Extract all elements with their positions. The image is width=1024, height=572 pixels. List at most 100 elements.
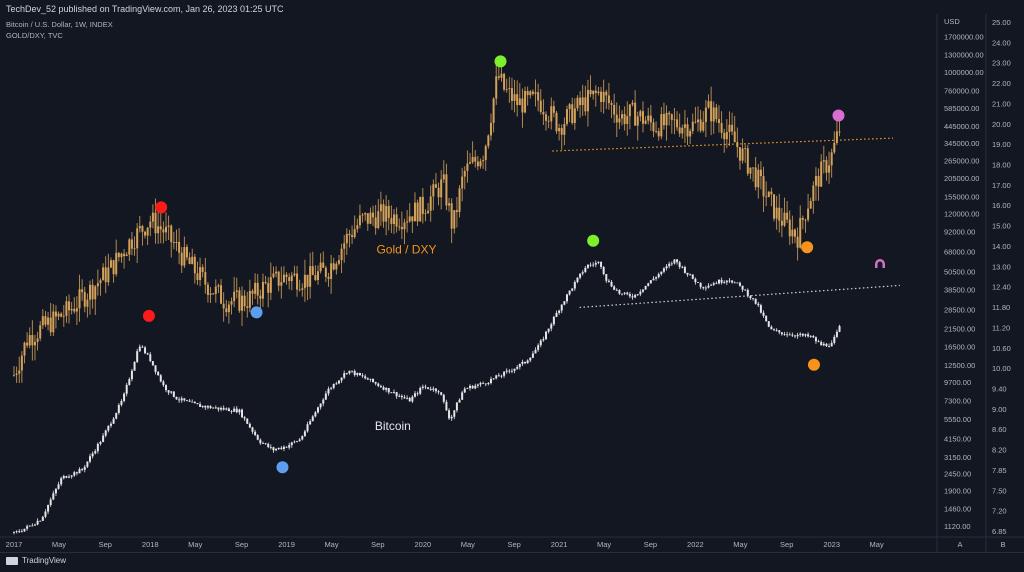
bitcoin-candle [246, 418, 249, 424]
gold-dxy-candle [791, 229, 794, 237]
gold-dxy-candle [36, 338, 39, 342]
gold-dxy-candle [285, 274, 288, 278]
gold-dxy-candle [793, 229, 796, 237]
bitcoin-candle [406, 397, 409, 399]
gold-dxy-candle [154, 212, 157, 234]
gold-dxy-candle [673, 119, 676, 121]
gold-dxy-candle [86, 299, 89, 307]
bitcoin-candle [303, 431, 306, 437]
right-axis-tick: 17.00 [992, 181, 1011, 190]
gold-dxy-candle [282, 274, 285, 283]
gold-dxy-candle [123, 253, 126, 257]
bitcoin-candle [762, 312, 765, 316]
right-axis-tick: 23.00 [992, 59, 1011, 68]
gold-dxy-candle [419, 196, 422, 222]
gold-dxy-candle [204, 271, 207, 285]
bitcoin-candle [319, 403, 322, 408]
gold-dxy-label: Gold / DXY [376, 243, 436, 257]
bitcoin-candle [545, 331, 548, 340]
bitcoin-candle [804, 334, 807, 336]
bitcoin-trendline [579, 284, 900, 309]
right-axis-tick: 8.20 [992, 446, 1007, 455]
gold-dxy-candle [618, 118, 621, 123]
right-axis-tick: 8.60 [992, 425, 1007, 434]
gold-dxy-candle [78, 289, 81, 309]
gold-dxy-candle [206, 284, 209, 295]
bitcoin-candle [542, 339, 545, 341]
bitcoin-candle [513, 368, 516, 371]
gold-dxy-candle [99, 280, 102, 284]
bitcoin-candle [775, 330, 778, 331]
gold-dxy-candle [382, 204, 385, 222]
auto-scale-button[interactable]: A [957, 540, 962, 549]
gold-dxy-candle [752, 167, 755, 169]
bitcoin-candle [86, 461, 89, 467]
gold-dxy-candle [686, 124, 689, 137]
time-axis-tick: May [52, 540, 66, 549]
bitcoin-candle [413, 393, 416, 397]
gold-dxy-candle [558, 128, 561, 132]
gold-dxy-candle [275, 271, 278, 274]
bitcoin-candle [723, 282, 726, 284]
gold-dxy-candle [542, 112, 545, 115]
time-axis-tick: Sep [235, 540, 248, 549]
gold-dxy-candle [775, 207, 778, 219]
bitcoin-candle [120, 400, 123, 405]
gold-dxy-candle [314, 274, 317, 280]
bitcoin-candle [330, 387, 333, 389]
bitcoin-candle [820, 341, 823, 346]
gold-dxy-candle [822, 160, 825, 162]
bitcoin-candle [686, 272, 689, 275]
left-axis-tick: 50500.00 [944, 268, 975, 277]
gold-dxy-candle [39, 325, 42, 339]
gold-dxy-candle [505, 89, 508, 90]
left-axis-tick: 1460.00 [944, 504, 971, 513]
log-scale-button[interactable]: B [1000, 540, 1005, 549]
gold-dxy-candle [518, 98, 521, 106]
bitcoin-candle [89, 456, 92, 462]
gold-dxy-candle [613, 104, 616, 115]
blue-marker [250, 306, 263, 319]
bitcoin-candle [547, 328, 550, 332]
bitcoin-candle [57, 484, 60, 489]
time-axis-tick: 2020 [414, 540, 431, 549]
bitcoin-candle [618, 290, 621, 294]
gold-dxy-candle [780, 220, 783, 226]
gold-dxy-candle [440, 179, 443, 198]
bitcoin-candle [712, 283, 715, 285]
left-axis-tick: 205000.00 [944, 174, 979, 183]
bitcoin-candle [15, 531, 18, 533]
time-axis-tick: 2022 [687, 540, 704, 549]
bitcoin-candle [830, 342, 833, 347]
gold-dxy-candle [524, 90, 527, 113]
bitcoin-candle [133, 361, 136, 371]
bitcoin-candle [725, 280, 728, 283]
gold-dxy-candle [151, 212, 154, 222]
tradingview-logo[interactable]: TradingView [6, 556, 66, 565]
gold-dxy-candle [809, 200, 812, 209]
bitcoin-candle [631, 296, 634, 298]
gold-dxy-candle [191, 256, 194, 264]
gold-dxy-candle [348, 233, 351, 236]
gold-dxy-candle [746, 148, 749, 174]
bitcoin-candle [298, 439, 301, 442]
orange-marker [807, 358, 820, 371]
bitcoin-candle [526, 360, 529, 364]
bitcoin-label: Bitcoin [375, 419, 411, 433]
bitcoin-candle [558, 310, 561, 313]
bitcoin-candle [741, 285, 744, 290]
bitcoin-candle [395, 392, 398, 397]
bitcoin-candle [31, 525, 34, 527]
bitcoin-candle [36, 520, 39, 525]
bitcoin-candle [482, 383, 485, 384]
gold-dxy-candle [592, 90, 595, 95]
bitcoin-candle [204, 405, 207, 408]
bitcoin-candle [796, 334, 799, 337]
gold-dxy-candle [379, 204, 382, 212]
gold-dxy-candle [238, 290, 241, 311]
bitcoin-candle [117, 404, 120, 413]
bitcoin-candle [222, 408, 225, 410]
bitcoin-candle [99, 441, 102, 444]
